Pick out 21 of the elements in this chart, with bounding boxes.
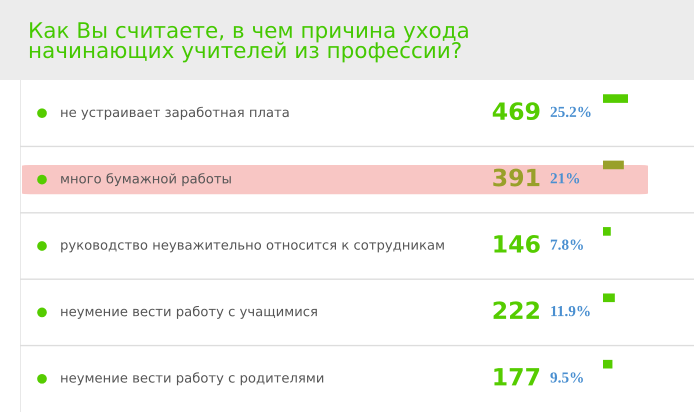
text: 21% <box>550 173 580 184</box>
y-tick-label: не устраивает заработная плата <box>61 106 289 120</box>
y-tick-label: руководство неуважительно относится к сотрудникам <box>61 242 444 252</box>
bar <box>603 360 612 369</box>
data-label: 222 <box>494 301 539 319</box>
bar <box>603 293 615 302</box>
bar <box>603 160 624 170</box>
bar <box>603 94 628 103</box>
text: Как Вы считаете, в чем причина ухода начинающих учителей из профессии? <box>30 22 468 62</box>
text: 25.2% <box>550 106 591 118</box>
data-label: 469 <box>492 102 540 120</box>
text: 11.9% <box>551 306 590 316</box>
text: 7.8% <box>550 240 583 250</box>
data-label: 391 <box>493 168 540 186</box>
data-label: 146 <box>494 235 540 253</box>
y-tick-label: много бумажной работы <box>61 173 231 186</box>
bar <box>603 227 611 236</box>
y-tick-label: неумение вести работу с родителями <box>61 372 324 386</box>
y-tick-label: неумение вести работу с учащимися <box>61 306 317 319</box>
data-label: 177 <box>494 368 540 386</box>
text: 9.5% <box>550 372 583 383</box>
